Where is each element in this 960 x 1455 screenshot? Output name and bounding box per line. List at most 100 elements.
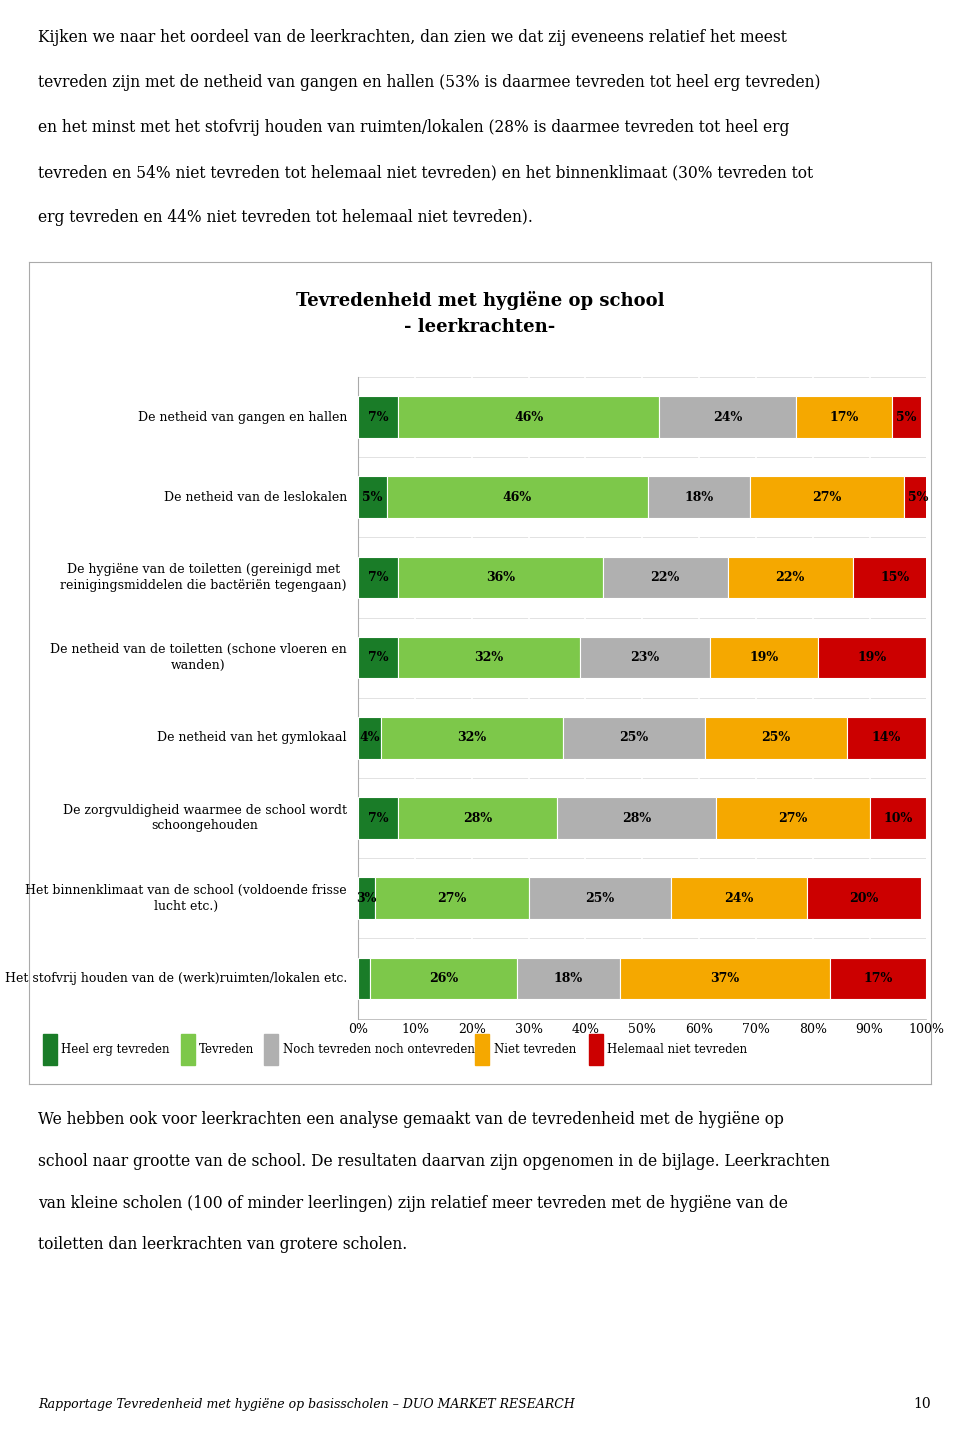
Bar [660,396,796,438]
Text: 5%: 5% [908,490,928,503]
Text: tevreden zijn met de netheid van gangen en hallen (53% is daarmee tevreden tot h: tevreden zijn met de netheid van gangen … [38,74,821,90]
Text: 27%: 27% [438,892,467,905]
Text: school naar grootte van de school. De resultaten daarvan zijn opgenomen in de bi: school naar grootte van de school. De re… [38,1152,830,1170]
Text: De zorgvuldigheid waarmee de school wordt
schoongehouden: De zorgvuldigheid waarmee de school word… [63,803,347,832]
Bar [671,877,807,920]
Text: 7%: 7% [368,570,388,583]
Bar [42,1035,57,1065]
Bar [264,1035,278,1065]
Bar [710,637,819,678]
Bar [358,637,398,678]
Bar [751,476,903,518]
Text: 20%: 20% [850,892,878,905]
Bar [358,797,398,840]
Bar [398,797,557,840]
Bar [387,476,648,518]
Text: 46%: 46% [515,410,543,423]
Text: 37%: 37% [710,972,739,985]
Bar [847,717,926,758]
Text: 46%: 46% [503,490,532,503]
Text: 19%: 19% [750,652,779,663]
Bar [619,957,829,1000]
Text: 32%: 32% [457,732,487,745]
Text: van kleine scholen (100 of minder leerlingen) zijn relatief meer tevreden met de: van kleine scholen (100 of minder leerli… [38,1195,788,1212]
Text: Helemaal niet tevreden: Helemaal niet tevreden [608,1043,748,1055]
Text: erg tevreden en 44% niet tevreden tot helemaal niet tevreden).: erg tevreden en 44% niet tevreden tot he… [38,210,533,226]
Text: 17%: 17% [863,972,893,985]
Bar [819,637,926,678]
Text: Heel erg tevreden: Heel erg tevreden [61,1043,170,1055]
Text: 4%: 4% [359,732,380,745]
Text: 25%: 25% [619,732,648,745]
Text: 22%: 22% [776,570,804,583]
Bar [829,957,926,1000]
Text: 15%: 15% [880,570,910,583]
Text: 36%: 36% [486,570,515,583]
Bar [580,637,710,678]
Text: 28%: 28% [463,812,492,825]
Text: 26%: 26% [429,972,458,985]
Text: 3%: 3% [356,892,377,905]
Bar [358,957,370,1000]
Text: 22%: 22% [650,570,680,583]
Bar [603,557,728,598]
Text: De netheid van gangen en hallen: De netheid van gangen en hallen [137,410,347,423]
Bar [370,957,517,1000]
Text: en het minst met het stofvrij houden van ruimten/lokalen (28% is daarmee tevrede: en het minst met het stofvrij houden van… [38,119,790,135]
Bar [398,557,603,598]
Bar [375,877,529,920]
Text: 19%: 19% [858,652,887,663]
Text: 10: 10 [914,1397,931,1411]
Text: 5%: 5% [362,490,383,503]
Text: Kijken we naar het oordeel van de leerkrachten, dan zien we dat zij eveneens rel: Kijken we naar het oordeel van de leerkr… [38,29,787,45]
Bar [557,797,716,840]
Text: 17%: 17% [829,410,858,423]
Bar [807,877,921,920]
Bar [716,797,870,840]
Text: De netheid van de leslokalen: De netheid van de leslokalen [164,490,347,503]
Text: 18%: 18% [554,972,583,985]
Bar [398,396,660,438]
Text: tevreden en 54% niet tevreden tot helemaal niet tevreden) en het binnenklimaat (: tevreden en 54% niet tevreden tot helema… [38,164,813,180]
Text: 24%: 24% [724,892,754,905]
Text: 28%: 28% [622,812,651,825]
Bar [892,396,921,438]
Text: 10%: 10% [883,812,913,825]
Text: Tevreden: Tevreden [200,1043,254,1055]
Text: Het binnenklimaat van de school (voldoende frisse
lucht etc.): Het binnenklimaat van de school (voldoen… [25,885,347,912]
Bar [475,1035,489,1065]
Bar [796,396,892,438]
Text: Niet tevreden: Niet tevreden [493,1043,576,1055]
Text: 7%: 7% [368,410,388,423]
Bar [381,717,563,758]
Text: 18%: 18% [684,490,713,503]
Bar [358,557,398,598]
Text: De netheid van de toiletten (schone vloeren en
wanden): De netheid van de toiletten (schone vloe… [50,643,347,672]
Bar [358,476,387,518]
Bar [852,557,938,598]
Bar [648,476,751,518]
Bar [870,797,926,840]
Bar [517,957,619,1000]
Text: 32%: 32% [474,652,503,663]
Bar [358,396,398,438]
Bar [728,557,852,598]
Text: 7%: 7% [368,652,388,663]
Text: 27%: 27% [812,490,842,503]
Text: Tevredenheid met hygiëne op school
- leerkrachten-: Tevredenheid met hygiëne op school - lee… [296,291,664,336]
Text: De netheid van het gymlokaal: De netheid van het gymlokaal [157,732,347,745]
Bar [358,877,375,920]
Text: De hygiëne van de toiletten (gereinigd met
reinigingsmiddelen die bactëriën tege: De hygiëne van de toiletten (gereinigd m… [60,563,347,592]
Text: 7%: 7% [368,812,388,825]
Text: 23%: 23% [631,652,660,663]
Bar [180,1035,195,1065]
Text: 27%: 27% [779,812,807,825]
Bar [529,877,671,920]
Bar [705,717,847,758]
Bar [588,1035,603,1065]
Bar [358,717,381,758]
Bar [903,476,932,518]
Text: Het stofvrij houden van de (werk)ruimten/lokalen etc.: Het stofvrij houden van de (werk)ruimten… [5,972,347,985]
Text: 25%: 25% [761,732,790,745]
Text: 14%: 14% [872,732,901,745]
